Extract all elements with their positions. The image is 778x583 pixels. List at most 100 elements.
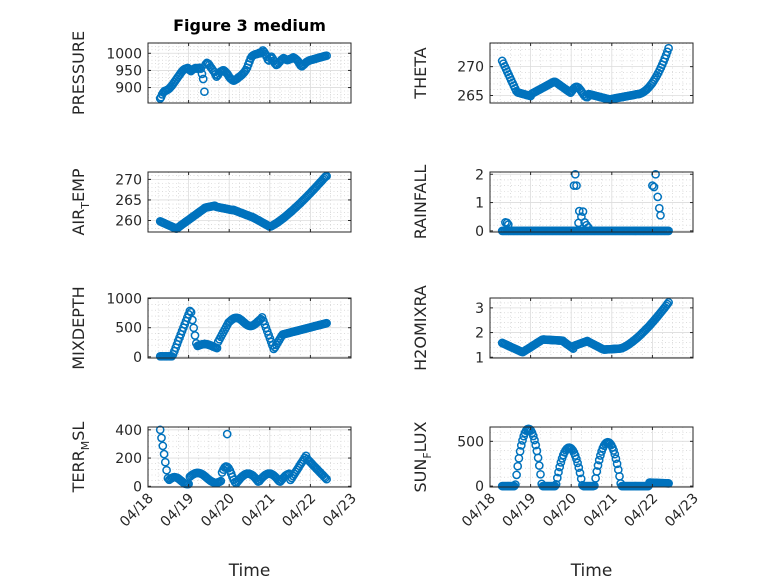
data-point: [556, 458, 566, 467]
y-axis-label: H2OMIXRA: [411, 285, 430, 371]
series-theta: [497, 43, 673, 105]
data-point: [518, 436, 527, 445]
data-point: [319, 472, 329, 481]
x-tick-label: 04/18: [117, 491, 157, 531]
data-point: [503, 220, 513, 229]
subplot-rainfall: [489, 172, 694, 232]
data-point: [514, 453, 524, 463]
data-point: [591, 473, 600, 483]
data-point: [186, 307, 196, 317]
y-tick-label: 200: [115, 451, 142, 467]
grid-layer: [147, 42, 694, 487]
y-tick-label: 1: [475, 196, 484, 212]
x-tick-label: 04/19: [158, 491, 198, 531]
data-point: [158, 441, 168, 451]
data-point: [574, 218, 583, 228]
data-point: [593, 461, 603, 470]
axes-box: [489, 171, 694, 233]
data-point: [513, 461, 523, 471]
data-point: [575, 468, 585, 478]
x-tick-label: 04/20: [198, 491, 238, 531]
data-point: [664, 43, 673, 53]
axes-box: [489, 297, 694, 359]
data-point: [200, 87, 209, 97]
data-point: [502, 218, 512, 228]
axes-layer: [147, 42, 694, 488]
y-tick-label: 2: [475, 326, 484, 342]
series-mixdepth: [155, 306, 331, 361]
data-point: [530, 435, 539, 445]
data-point: [196, 64, 206, 74]
data-point: [662, 299, 672, 309]
data-point: [197, 69, 207, 79]
data-point: [322, 474, 331, 484]
data-point: [572, 454, 581, 464]
x-tick-label: 04/22: [621, 491, 661, 531]
marks-layer: [155, 43, 673, 491]
y-axis-label: PRESSURE: [69, 31, 88, 115]
data-point: [555, 462, 565, 472]
data-point: [198, 74, 208, 84]
data-point: [656, 210, 665, 220]
data-point: [582, 220, 591, 230]
data-point: [596, 451, 605, 460]
data-point: [649, 182, 659, 192]
y-axis-label: MIXDEPTH: [69, 286, 88, 369]
series-pressure: [155, 46, 331, 103]
data-point: [322, 51, 331, 61]
data-point: [574, 206, 584, 216]
data-point: [574, 463, 584, 472]
data-point: [554, 467, 563, 477]
data-point: [185, 306, 195, 316]
data-point: [531, 440, 541, 450]
data-point: [160, 457, 170, 467]
data-point: [664, 226, 673, 236]
series-h2omixra: [497, 298, 673, 357]
data-point: [155, 425, 165, 435]
y-axis-label: TERRMSL: [69, 422, 92, 494]
data-point: [509, 481, 519, 491]
y-tick-label: 270: [457, 60, 484, 76]
axes-box: [147, 426, 352, 488]
data-point: [610, 449, 620, 459]
data-point: [611, 454, 621, 464]
y-tick-label: 265: [457, 89, 484, 105]
data-point: [583, 223, 593, 232]
series-sun-flux: [497, 424, 673, 491]
x-tick-label: 04/18: [459, 491, 499, 531]
data-point: [578, 207, 588, 216]
axes-box: [489, 42, 694, 104]
data-point: [648, 181, 657, 190]
data-point: [515, 447, 525, 456]
y-tick-label: 260: [115, 213, 142, 229]
y-tick-label: 400: [115, 423, 142, 439]
y-axis-label: THETA: [411, 47, 430, 99]
data-point: [512, 470, 521, 480]
data-point: [612, 459, 622, 469]
data-point: [159, 449, 169, 459]
axes-box: [489, 426, 694, 488]
x-tick-label: 04/19: [500, 491, 540, 531]
x-axis-label: Time: [570, 561, 613, 581]
data-point: [594, 455, 604, 465]
series-rainfall: [497, 169, 673, 236]
y-tick-label: 270: [115, 172, 142, 188]
data-point: [664, 298, 673, 307]
y-tick-label: 500: [115, 321, 142, 337]
data-point: [592, 467, 602, 476]
data-point: [319, 173, 329, 183]
y-tick-label: 2: [475, 167, 484, 183]
data-point: [157, 433, 166, 443]
x-tick-label: 04/22: [279, 491, 319, 531]
series-terr-msl: [155, 425, 331, 489]
y-axis-label: SUNFLUX: [411, 421, 434, 492]
data-point: [536, 469, 545, 479]
y-tick-label: 0: [133, 350, 142, 366]
y-tick-label: 500: [457, 434, 484, 450]
data-point: [572, 181, 581, 190]
y-tick-label: 0: [475, 224, 484, 240]
axes-box: [147, 42, 352, 104]
y-tick-label: 3: [475, 301, 484, 317]
